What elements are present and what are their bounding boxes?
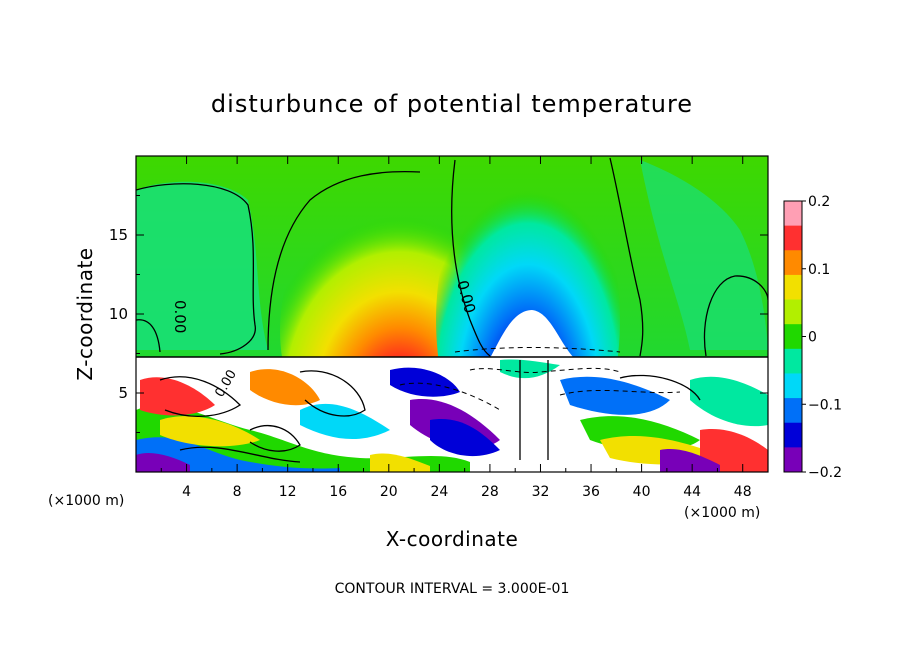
x-tick-label: 8 bbox=[233, 484, 242, 500]
x-tick-label: 4 bbox=[182, 484, 191, 500]
colorbar-swatch bbox=[784, 373, 802, 399]
contour-lower-4 bbox=[249, 425, 301, 452]
colorbar-swatch bbox=[784, 201, 802, 227]
blob bbox=[390, 367, 460, 397]
contour-negative-1 bbox=[469, 367, 621, 374]
colorbar-swatch bbox=[784, 324, 802, 350]
y-axis: 5 10 15 bbox=[109, 195, 768, 433]
blob bbox=[250, 369, 320, 406]
blob bbox=[660, 449, 720, 472]
contour-zero-upper-right bbox=[609, 157, 644, 357]
colorbar-swatch bbox=[784, 348, 802, 374]
contour-zero-upper-left bbox=[136, 183, 256, 355]
x-unit-label-left: (×1000 m) bbox=[48, 493, 124, 509]
blob bbox=[140, 377, 215, 416]
contour-lower-5 bbox=[619, 374, 701, 401]
blob bbox=[136, 437, 340, 472]
colorbar-swatch bbox=[784, 250, 802, 276]
blob bbox=[560, 376, 670, 415]
contour-negative-3 bbox=[559, 389, 681, 396]
lower-layer-blobs bbox=[136, 359, 768, 472]
field-zone-upper-left bbox=[136, 181, 268, 350]
colorbar-swatch bbox=[784, 422, 802, 448]
contour-lower-6 bbox=[179, 446, 301, 463]
blob bbox=[700, 429, 768, 472]
x-tick-label: 12 bbox=[279, 484, 297, 500]
contour-negative-2 bbox=[399, 382, 501, 411]
colorbar-swatch bbox=[784, 299, 802, 325]
y-tick-label: 10 bbox=[109, 305, 128, 323]
contour-lines-dashed bbox=[399, 347, 681, 411]
contour-label-left: 0.00 bbox=[171, 300, 189, 333]
colorbar-tick-label: 0 bbox=[808, 330, 817, 346]
contour-zero-left-strip bbox=[136, 319, 161, 353]
colorbar-tick-label: 0.1 bbox=[808, 262, 830, 278]
blob bbox=[500, 359, 560, 379]
blob bbox=[136, 453, 190, 472]
contour-lower-2 bbox=[299, 370, 366, 417]
colorbar-swatch bbox=[784, 398, 802, 424]
x-tick-label: 32 bbox=[532, 484, 550, 500]
blob bbox=[160, 416, 260, 447]
blob bbox=[370, 453, 430, 472]
contour-negative-4 bbox=[454, 347, 621, 353]
blob bbox=[430, 419, 500, 457]
x-axis: 4 8 12 16 20 24 28 32 36 40 44 48 bbox=[160, 156, 752, 500]
x-axis-label: X-coordinate bbox=[386, 527, 519, 551]
contour-zero-right-lobe bbox=[703, 275, 768, 357]
field-zone-upper-right bbox=[640, 160, 768, 350]
contour-zero-between bbox=[451, 159, 491, 357]
colorbar-swatch bbox=[784, 225, 802, 251]
chart-title: disturbunce of potential temperature bbox=[211, 90, 693, 118]
x-tick-label: 24 bbox=[430, 484, 448, 500]
contour-interval-note: CONTOUR INTERVAL = 3.000E-01 bbox=[335, 581, 570, 597]
contour-lower-1 bbox=[159, 376, 242, 417]
y-tick-label: 15 bbox=[109, 226, 128, 244]
x-tick-label: 48 bbox=[734, 484, 752, 500]
contour-lower-3 bbox=[519, 360, 549, 460]
x-tick-label: 28 bbox=[481, 484, 499, 500]
colorbar-swatch bbox=[784, 447, 802, 473]
x-tick-label: 40 bbox=[633, 484, 651, 500]
contour-zero-mid-left bbox=[267, 170, 421, 351]
contour-lines bbox=[136, 157, 768, 463]
blob bbox=[300, 403, 390, 440]
x-tick-label: 44 bbox=[683, 484, 701, 500]
x-tick-label: 16 bbox=[329, 484, 347, 500]
x-tick-label: 20 bbox=[380, 484, 398, 500]
colorbar-tick-label: −0.1 bbox=[808, 397, 842, 413]
colorbar-swatch bbox=[784, 274, 802, 301]
plot-field: 0.00 0.00 0.00 bbox=[136, 156, 768, 472]
colorbar-tick-label: 0.2 bbox=[808, 194, 830, 210]
x-tick-label: 36 bbox=[582, 484, 600, 500]
x-unit-label-right: (×1000 m) bbox=[684, 505, 760, 521]
y-tick-label: 5 bbox=[118, 384, 128, 402]
colorbar: 0.2 0.1 0 −0.1 −0.2 bbox=[783, 194, 842, 481]
white-plume-cap bbox=[490, 310, 574, 358]
blob bbox=[690, 376, 768, 427]
y-axis-label: Z-coordinate bbox=[73, 247, 97, 380]
colorbar-tick-label: −0.2 bbox=[808, 465, 842, 481]
